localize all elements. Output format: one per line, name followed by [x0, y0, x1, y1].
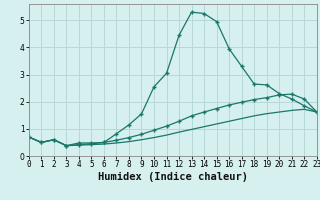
X-axis label: Humidex (Indice chaleur): Humidex (Indice chaleur) [98, 172, 248, 182]
